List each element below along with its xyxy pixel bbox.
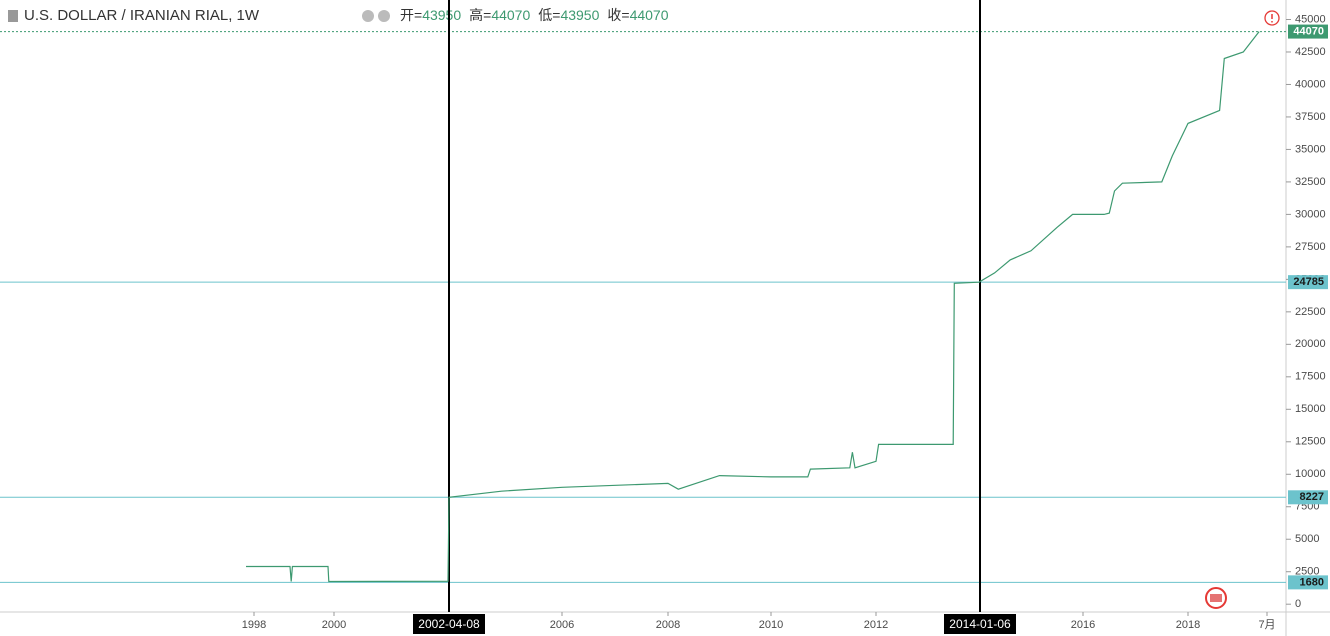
alert-circle xyxy=(1264,10,1280,26)
alert-icon[interactable] xyxy=(1264,10,1280,26)
collapse-icon[interactable] xyxy=(8,10,18,22)
y-tick-label: 10000 xyxy=(1295,468,1326,480)
ohlc-label: 开= xyxy=(400,7,422,23)
y-tick-label: 35000 xyxy=(1295,143,1326,155)
y-tick-label: 40000 xyxy=(1295,78,1326,90)
settings-icon[interactable] xyxy=(378,10,390,22)
ohlc-label: 高= xyxy=(469,7,491,23)
chart-title: U.S. DOLLAR / IRANIAN RIAL, 1W xyxy=(24,7,260,24)
x-tick-label: 2012 xyxy=(864,619,888,631)
price-line-series xyxy=(246,31,1260,583)
y-tick-label: 37500 xyxy=(1295,111,1326,123)
vertical-marker-label-bg xyxy=(944,614,1016,634)
logo[interactable] xyxy=(1205,587,1227,609)
ohlc-label: 收= xyxy=(607,7,629,23)
y-tick-label: 5000 xyxy=(1295,533,1319,545)
vertical-marker-label-bg xyxy=(413,614,485,634)
logo-body xyxy=(1210,594,1222,602)
y-tick-label: 15000 xyxy=(1295,403,1326,415)
y-tick-label: 2500 xyxy=(1295,566,1319,578)
x-tick-label: 2000 xyxy=(322,619,346,631)
ohlc-value: 44070 xyxy=(630,7,669,23)
x-tick-label: 1998 xyxy=(242,619,266,631)
ohlc-value: 43950 xyxy=(560,7,599,23)
y-tick-label: 0 xyxy=(1295,598,1301,610)
ohlc-legend: 开=43950 高=44070 低=43950 收=44070 xyxy=(400,7,669,23)
x-tick-label: 7月 xyxy=(1258,619,1275,631)
x-tick-label: 2006 xyxy=(550,619,574,631)
ohlc-value: 43950 xyxy=(422,7,461,23)
price-label-bg xyxy=(1288,490,1328,505)
ohlc-label: 低= xyxy=(538,7,560,23)
x-tick-label: 2008 xyxy=(656,619,680,631)
y-tick-label: 17500 xyxy=(1295,371,1326,383)
y-tick-label: 32500 xyxy=(1295,176,1326,188)
y-tick-label: 27500 xyxy=(1295,241,1326,253)
y-tick-label: 20000 xyxy=(1295,338,1326,350)
price-label-bg xyxy=(1288,275,1328,290)
price-label: 24785 xyxy=(1293,276,1324,288)
price-label: 8227 xyxy=(1300,491,1324,503)
price-label-bg xyxy=(1288,24,1328,39)
settings-icon[interactable] xyxy=(362,10,374,22)
y-tick-label: 12500 xyxy=(1295,436,1326,448)
x-tick-label: 2016 xyxy=(1071,619,1095,631)
x-tick-label: 2018 xyxy=(1176,619,1200,631)
price-label-bg xyxy=(1288,575,1328,590)
vertical-marker-label: 2002-04-08 xyxy=(418,617,480,631)
x-tick-label: 2010 xyxy=(759,619,783,631)
ohlc-value: 44070 xyxy=(491,7,530,23)
y-tick-label: 30000 xyxy=(1295,208,1326,220)
price-label: 44070 xyxy=(1293,25,1324,37)
y-tick-label: 45000 xyxy=(1295,13,1326,25)
y-tick-label: 42500 xyxy=(1295,46,1326,58)
y-tick-label: 22500 xyxy=(1295,306,1326,318)
vertical-marker-label: 2014-01-06 xyxy=(949,617,1011,631)
price-label: 1680 xyxy=(1300,576,1324,588)
